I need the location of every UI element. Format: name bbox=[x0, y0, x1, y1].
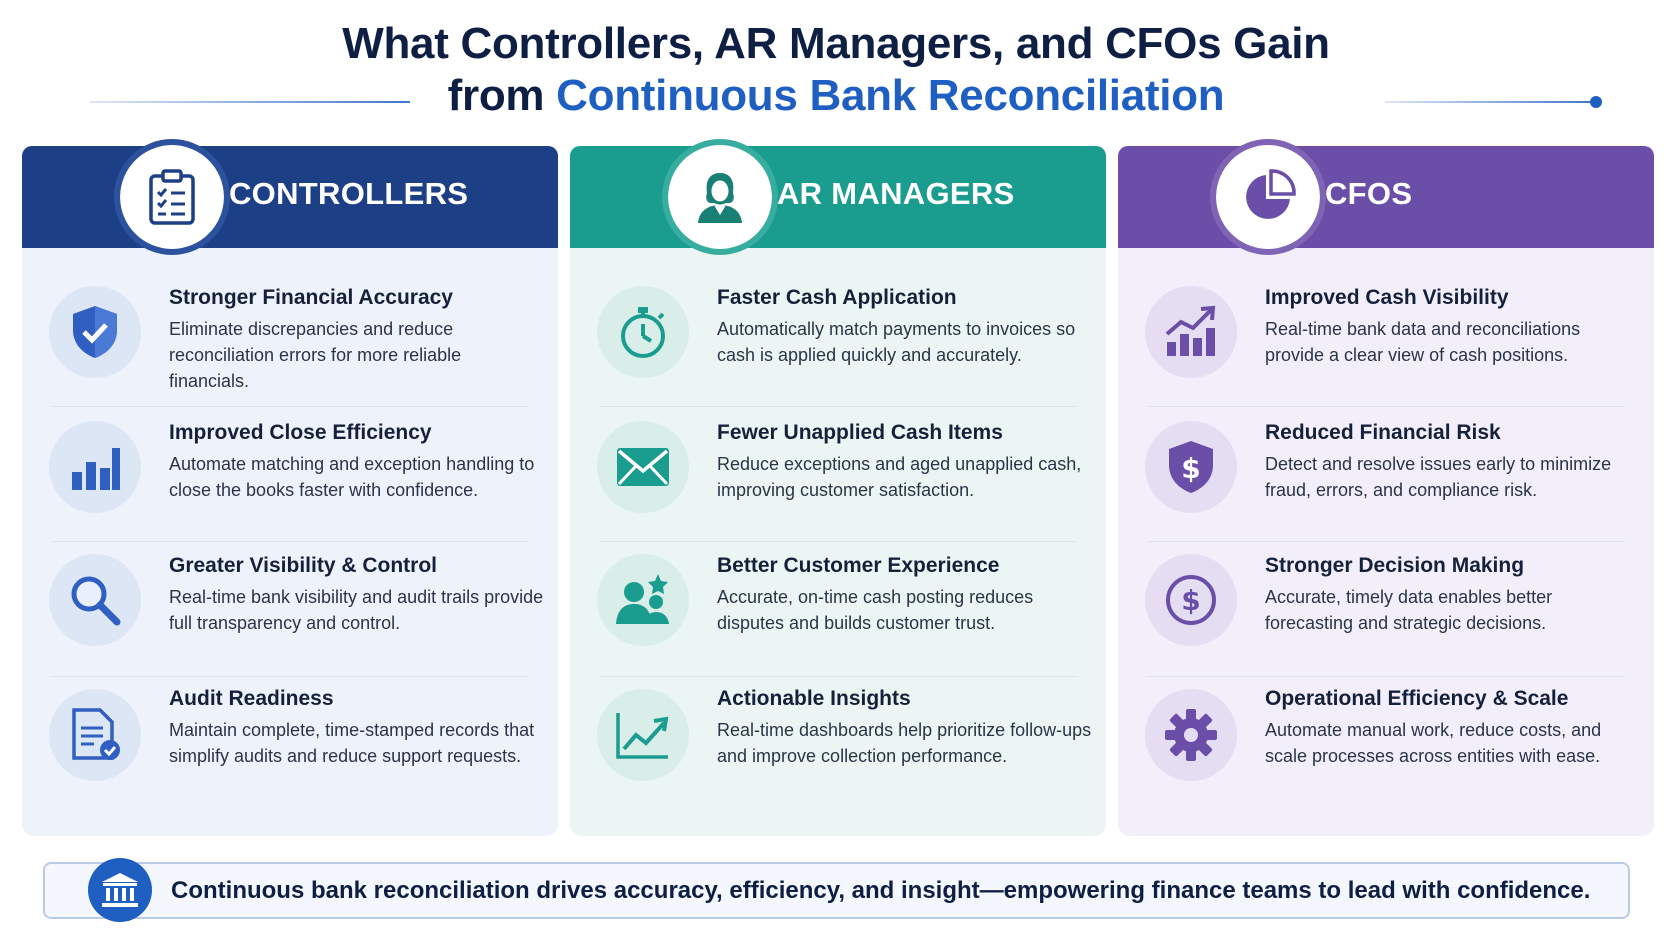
clipboard-checklist-icon bbox=[149, 169, 195, 225]
stopwatch-icon bbox=[597, 286, 689, 378]
benefit-item: Improved Close Efficiency Automate match… bbox=[22, 411, 558, 543]
benefit-item: Greater Visibility & Control Real-time b… bbox=[22, 546, 558, 678]
benefit-item: Audit Readiness Maintain complete, time-… bbox=[22, 681, 558, 813]
item-desc: Automate matching and exception handling… bbox=[169, 454, 535, 500]
item-title: Fewer Unapplied Cash Items bbox=[717, 421, 1003, 444]
item-title: Audit Readiness bbox=[169, 687, 334, 710]
document-check-icon bbox=[49, 689, 141, 781]
trend-up-icon bbox=[597, 689, 689, 781]
benefit-item: Improved Cash Visibility Real-time bank … bbox=[1118, 274, 1654, 406]
item-desc: Real-time bank data and reconciliations … bbox=[1265, 319, 1581, 365]
shield-check-icon bbox=[49, 286, 141, 378]
benefit-item: Stronger Financial Accuracy Eliminate di… bbox=[22, 266, 558, 398]
item-desc: Maintain complete, time-stamped records … bbox=[169, 720, 535, 766]
header-icon-circle bbox=[114, 139, 230, 255]
title-prefix: from bbox=[447, 71, 557, 120]
item-title: Stronger Financial Accuracy bbox=[169, 286, 453, 309]
benefit-item: Fewer Unapplied Cash Items Reduce except… bbox=[570, 411, 1106, 543]
title-line-2: from Continuous Bank Reconciliation bbox=[0, 70, 1672, 122]
divider bbox=[600, 406, 1076, 407]
dollar-circle-icon: $ bbox=[1145, 554, 1237, 646]
summary-text: Continuous bank reconciliation drives ac… bbox=[171, 877, 1591, 904]
divider bbox=[600, 541, 1076, 542]
item-desc: Eliminate discrepancies and reduce recon… bbox=[169, 319, 462, 391]
item-title: Improved Cash Visibility bbox=[1265, 286, 1509, 309]
shield-dollar-icon: $ bbox=[1145, 421, 1237, 513]
item-desc: Accurate, timely data enables better for… bbox=[1265, 587, 1553, 633]
item-desc: Automatically match payments to invoices… bbox=[717, 319, 1076, 365]
page-title: What Controllers, AR Managers, and CFOs … bbox=[0, 18, 1672, 122]
pie-chart-icon bbox=[1246, 169, 1296, 219]
item-desc: Real-time dashboards help prioritize fol… bbox=[717, 720, 1092, 766]
column-controllers: CONTROLLERS Stronger Financial Accuracy … bbox=[22, 139, 558, 836]
envelope-icon bbox=[597, 421, 689, 513]
summary-banner: Continuous bank reconciliation drives ac… bbox=[43, 858, 1630, 922]
gear-icon bbox=[1145, 689, 1237, 781]
title-accent: Continuous Bank Reconciliation bbox=[556, 71, 1225, 120]
svg-text:$: $ bbox=[1181, 452, 1200, 485]
customer-star-icon bbox=[597, 554, 689, 646]
column-header: CONTROLLERS bbox=[22, 139, 558, 255]
item-desc: Accurate, on-time cash posting reduces d… bbox=[717, 587, 1034, 633]
benefit-item: Operational Efficiency & Scale Automate … bbox=[1118, 681, 1654, 813]
item-desc: Detect and resolve issues early to minim… bbox=[1265, 454, 1612, 500]
item-desc: Real-time bank visibility and audit trai… bbox=[169, 587, 544, 633]
bank-icon bbox=[88, 858, 152, 922]
header-icon-circle bbox=[662, 139, 778, 255]
person-icon bbox=[698, 173, 742, 223]
item-title: Actionable Insights bbox=[717, 687, 911, 710]
bar-chart-icon bbox=[49, 421, 141, 513]
benefit-item: Better Customer Experience Accurate, on-… bbox=[570, 546, 1106, 678]
column-label: AR MANAGERS bbox=[777, 176, 1015, 211]
divider bbox=[600, 676, 1076, 677]
divider bbox=[1148, 406, 1624, 407]
divider bbox=[52, 676, 528, 677]
title-divider-left bbox=[90, 101, 410, 103]
divider bbox=[1148, 676, 1624, 677]
item-title: Operational Efficiency & Scale bbox=[1265, 687, 1569, 710]
column-cfos: CFOS Improved Cash Visibility Real-time … bbox=[1118, 139, 1654, 836]
column-header: CFOS bbox=[1118, 139, 1654, 255]
item-desc: Automate manual work, reduce costs, and … bbox=[1265, 720, 1602, 766]
growth-chart-icon bbox=[1145, 286, 1237, 378]
item-title: Greater Visibility & Control bbox=[169, 554, 438, 577]
column-label: CONTROLLERS bbox=[229, 176, 469, 211]
title-line-1: What Controllers, AR Managers, and CFOs … bbox=[342, 19, 1330, 68]
svg-text:$: $ bbox=[1181, 584, 1200, 617]
item-title: Better Customer Experience bbox=[717, 554, 1000, 577]
divider bbox=[1148, 541, 1624, 542]
benefit-item: $ Reduced Financial Risk Detect and reso… bbox=[1118, 411, 1654, 543]
benefit-item: Faster Cash Application Automatically ma… bbox=[570, 274, 1106, 406]
item-title: Stronger Decision Making bbox=[1265, 554, 1525, 577]
column-header: AR MANAGERS bbox=[570, 139, 1106, 255]
item-title: Reduced Financial Risk bbox=[1265, 421, 1501, 444]
header-icon-circle bbox=[1210, 139, 1326, 255]
divider bbox=[52, 541, 528, 542]
item-title: Improved Close Efficiency bbox=[169, 421, 432, 444]
item-desc: Reduce exceptions and aged unapplied cas… bbox=[717, 454, 1082, 500]
column-label: CFOS bbox=[1325, 176, 1413, 211]
title-divider-right bbox=[1385, 101, 1595, 103]
item-title: Faster Cash Application bbox=[717, 286, 957, 309]
column-ar-managers: AR MANAGERS Faster Cash Application Auto… bbox=[570, 139, 1106, 836]
divider bbox=[52, 406, 528, 407]
benefit-item: Actionable Insights Real-time dashboards… bbox=[570, 681, 1106, 813]
title-divider-dot bbox=[1590, 96, 1602, 108]
magnifier-icon bbox=[49, 554, 141, 646]
benefit-item: $ Stronger Decision Making Accurate, tim… bbox=[1118, 546, 1654, 678]
